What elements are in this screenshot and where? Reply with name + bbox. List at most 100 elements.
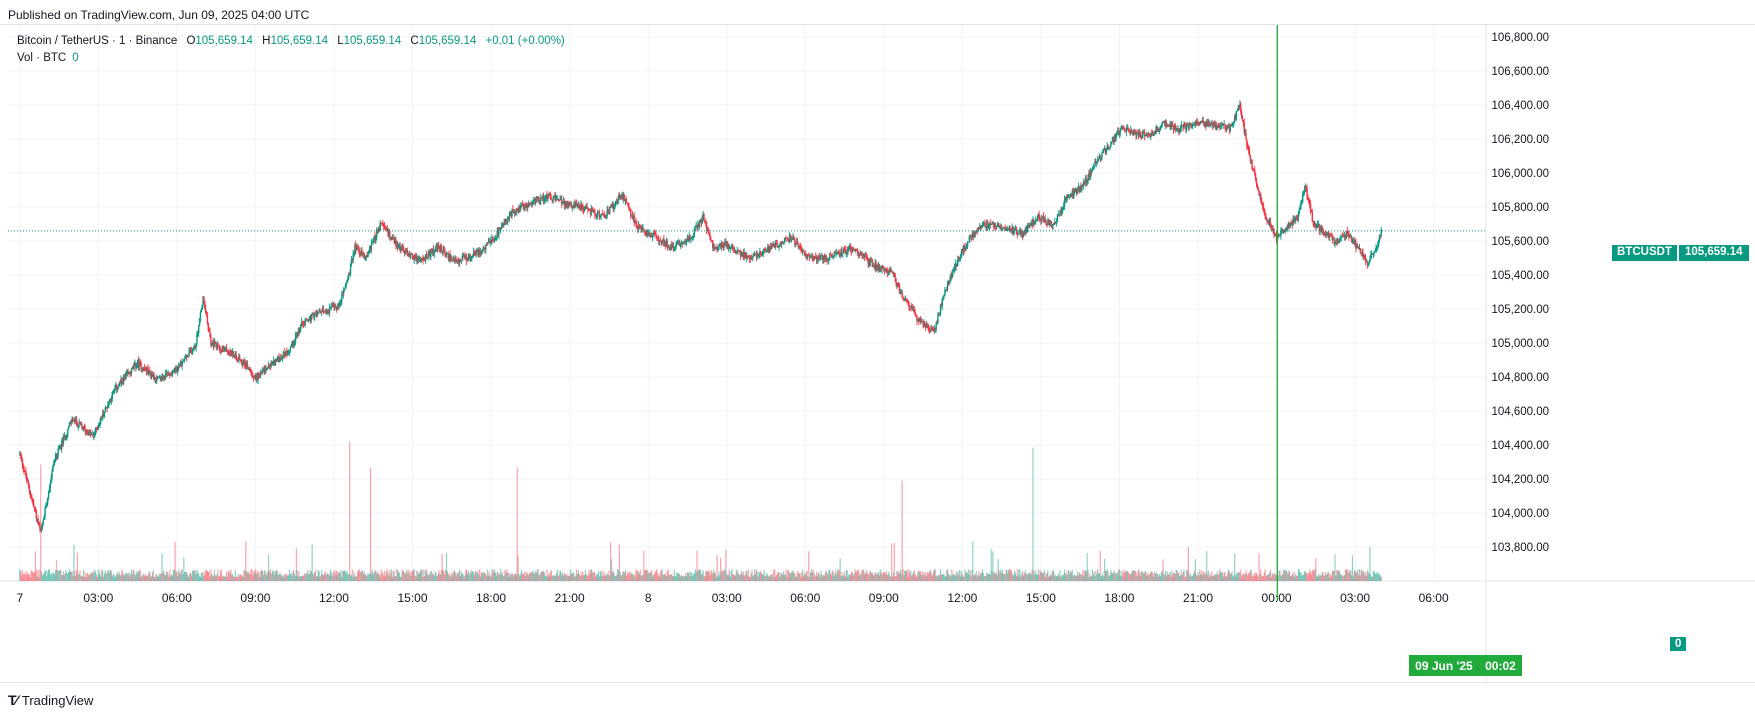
candle-body bbox=[38, 523, 40, 525]
volume-bar bbox=[1035, 574, 1038, 581]
volume-bar bbox=[1045, 573, 1047, 581]
volume-bar bbox=[709, 575, 711, 581]
volume-bar bbox=[438, 573, 441, 581]
candle-body bbox=[698, 220, 701, 228]
volume-bar bbox=[726, 573, 728, 581]
candle-body bbox=[814, 256, 816, 258]
volume-bar bbox=[540, 572, 542, 581]
x-tick-label: 21:00 bbox=[555, 591, 585, 605]
volume-bar bbox=[1333, 570, 1335, 581]
candle-body bbox=[179, 362, 182, 366]
volume-bar bbox=[692, 573, 695, 581]
volume-bar bbox=[1196, 575, 1198, 581]
candle-body bbox=[267, 364, 270, 368]
volume-bar bbox=[295, 548, 298, 581]
candle-body bbox=[456, 259, 458, 261]
volume-bar bbox=[451, 571, 453, 581]
candle-body bbox=[545, 194, 547, 199]
candle-body bbox=[237, 360, 239, 362]
footer-brand[interactable]: TradingView bbox=[21, 692, 94, 708]
volume-bar bbox=[570, 574, 572, 581]
volume-bar bbox=[795, 576, 798, 581]
candle-body bbox=[678, 241, 680, 243]
volume-bar bbox=[1347, 573, 1349, 581]
volume-bar bbox=[479, 576, 482, 581]
volume-bar bbox=[31, 571, 33, 581]
candle-body bbox=[569, 202, 572, 205]
volume-bar bbox=[500, 569, 502, 581]
candle-body bbox=[1025, 229, 1027, 233]
candle-body bbox=[760, 254, 763, 256]
volume-bar bbox=[201, 572, 203, 581]
candle-body bbox=[345, 283, 347, 286]
candle-body bbox=[88, 430, 90, 436]
volume-bar bbox=[164, 574, 166, 581]
volume-bar bbox=[949, 574, 951, 581]
volume-bar bbox=[683, 576, 685, 581]
volume-bar bbox=[643, 550, 645, 581]
volume-bar bbox=[102, 576, 105, 581]
candle-body bbox=[48, 488, 51, 492]
symbol-title[interactable]: Bitcoin / TetherUS · 1 · Binance bbox=[17, 35, 178, 47]
volume-bar bbox=[524, 575, 526, 581]
volume-bar bbox=[22, 574, 24, 581]
candle-body bbox=[558, 200, 560, 201]
candle-body bbox=[1056, 214, 1059, 222]
volume-bar bbox=[865, 570, 867, 581]
candle-body bbox=[1335, 240, 1337, 243]
candle-body bbox=[564, 201, 566, 206]
volume-bar bbox=[1145, 575, 1148, 581]
volume-bar bbox=[488, 571, 490, 581]
volume-bar bbox=[521, 573, 524, 581]
volume-bar bbox=[548, 575, 551, 581]
volume-bar bbox=[997, 558, 999, 581]
candle-body bbox=[1064, 197, 1067, 200]
volume-bar bbox=[699, 569, 701, 581]
tradingview-logo-icon[interactable]: T⁄ bbox=[8, 692, 18, 708]
candle-body bbox=[1122, 126, 1124, 128]
volume-bar bbox=[980, 572, 982, 581]
chart-frame[interactable]: 103,800.00 104,000.00 104,200.00 104,400.00… bbox=[0, 24, 1755, 683]
volume-bar bbox=[1309, 571, 1312, 581]
candle-body bbox=[652, 233, 655, 235]
candle-body bbox=[197, 333, 199, 334]
candle-body bbox=[964, 246, 966, 252]
candle-body bbox=[914, 312, 916, 316]
candle-body bbox=[121, 379, 123, 382]
candle-body bbox=[227, 352, 230, 354]
candle-body bbox=[552, 199, 554, 201]
candle-body bbox=[177, 366, 179, 372]
volume-bar bbox=[616, 574, 618, 581]
candle-body bbox=[1072, 190, 1074, 197]
candle-body bbox=[973, 232, 976, 237]
candle-body bbox=[753, 253, 756, 255]
volume-bar bbox=[1337, 571, 1339, 581]
volume-bar bbox=[311, 544, 313, 581]
y-tick-label: 106,000.00 bbox=[1491, 168, 1549, 180]
candle-body bbox=[19, 452, 21, 454]
chart-canvas[interactable]: 103,800.00104,000.00104,200.00104,400.00… bbox=[0, 25, 1755, 682]
volume-bar bbox=[119, 574, 121, 581]
candle-body bbox=[828, 254, 831, 261]
volume-bar bbox=[1261, 576, 1263, 581]
volume-bar bbox=[1143, 573, 1145, 581]
candle-body bbox=[1215, 124, 1218, 130]
candle-body bbox=[630, 208, 632, 216]
candle-body bbox=[347, 277, 349, 280]
volume-bar bbox=[229, 573, 231, 581]
volume-bar bbox=[265, 574, 267, 581]
volume-bar bbox=[1249, 570, 1251, 581]
volume-bar bbox=[432, 573, 435, 581]
candle-body bbox=[919, 317, 922, 322]
volume-bar bbox=[124, 573, 126, 581]
volume-bar bbox=[284, 574, 286, 581]
volume-bar bbox=[71, 571, 73, 581]
candle-body bbox=[757, 254, 759, 256]
volume-bar bbox=[271, 572, 273, 581]
volume-label[interactable]: Vol · BTC bbox=[17, 52, 67, 64]
candle-body bbox=[483, 247, 485, 249]
candle-body bbox=[752, 256, 754, 258]
candle-body bbox=[683, 241, 685, 243]
volume-bar bbox=[552, 575, 554, 581]
volume-bar bbox=[1001, 572, 1003, 581]
